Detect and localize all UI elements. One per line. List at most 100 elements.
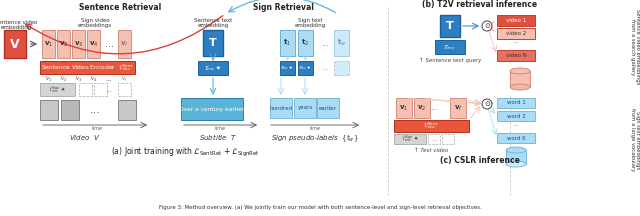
Text: hundred: hundred bbox=[269, 105, 292, 111]
Text: Sentence text
embedding: Sentence text embedding bbox=[194, 17, 232, 28]
Bar bbox=[198, 61, 228, 75]
Text: Sign Retrieval: Sign Retrieval bbox=[253, 3, 314, 11]
Bar bbox=[298, 30, 313, 56]
Circle shape bbox=[482, 99, 492, 109]
Text: video 1: video 1 bbox=[506, 18, 526, 23]
Bar bbox=[442, 134, 454, 144]
Bar bbox=[118, 83, 131, 96]
Text: years: years bbox=[298, 105, 312, 111]
Text: earlier: earlier bbox=[319, 105, 337, 111]
Text: ↑ Test video: ↑ Test video bbox=[414, 148, 448, 152]
Ellipse shape bbox=[46, 103, 52, 108]
Text: V: V bbox=[10, 38, 20, 51]
Bar bbox=[506, 150, 526, 164]
Text: (a) Joint training with $\mathcal{L}_{\mathrm{SentRet}}$ + $\mathcal{L}_{\mathrm: (a) Joint training with $\mathcal{L}_{\m… bbox=[111, 145, 259, 159]
Text: word 2: word 2 bbox=[507, 113, 525, 119]
Ellipse shape bbox=[510, 84, 530, 90]
Text: ...: ... bbox=[430, 103, 438, 113]
Text: $\mathcal{T}_{enc}$ ✦: $\mathcal{T}_{enc}$ ✦ bbox=[204, 63, 222, 73]
Text: $\mathbf{v}_2$: $\mathbf{v}_2$ bbox=[59, 39, 68, 49]
Circle shape bbox=[482, 21, 492, 31]
Bar bbox=[203, 30, 223, 56]
Text: ...: ... bbox=[90, 105, 100, 115]
Text: $\mathbf{t}_w$: $\mathbf{t}_w$ bbox=[337, 38, 346, 48]
Bar bbox=[294, 98, 316, 118]
Bar bbox=[40, 83, 75, 96]
Bar bbox=[497, 15, 535, 26]
Bar bbox=[118, 100, 136, 120]
Bar bbox=[40, 100, 58, 120]
Bar bbox=[317, 98, 339, 118]
Ellipse shape bbox=[510, 68, 530, 74]
Bar bbox=[42, 30, 55, 58]
Text: $\mathbf{v}_2$: $\mathbf{v}_2$ bbox=[417, 103, 427, 113]
Bar bbox=[497, 133, 535, 143]
Text: Over a century earlier.: Over a century earlier. bbox=[179, 106, 245, 111]
Bar bbox=[61, 100, 79, 120]
Text: ...: ... bbox=[106, 86, 113, 92]
Bar bbox=[79, 83, 92, 96]
Text: T: T bbox=[446, 21, 454, 31]
Bar bbox=[57, 30, 70, 58]
Bar bbox=[440, 15, 460, 37]
Text: time: time bbox=[310, 126, 321, 131]
Bar bbox=[497, 98, 535, 108]
Bar bbox=[428, 134, 440, 144]
Text: ⊙: ⊙ bbox=[484, 23, 490, 29]
Text: word K: word K bbox=[507, 135, 525, 140]
Text: $\mathbf{v}_3$: $\mathbf{v}_3$ bbox=[74, 39, 83, 49]
Text: $\mathcal{V}^{\mathrm{Sent}}_{enc}$: $\mathcal{V}^{\mathrm{Sent}}_{enc}$ bbox=[423, 121, 439, 131]
Bar bbox=[497, 28, 535, 39]
Bar bbox=[435, 40, 465, 54]
Text: $\hat{v}_1$: $\hat{v}_1$ bbox=[45, 74, 52, 84]
Text: $\mathbf{v}_4$: $\mathbf{v}_4$ bbox=[89, 39, 98, 49]
Bar bbox=[67, 109, 73, 116]
Bar bbox=[510, 71, 530, 87]
Text: T: T bbox=[209, 38, 217, 48]
Text: $\mathbf{v}_f$: $\mathbf{v}_f$ bbox=[120, 39, 129, 49]
Text: ⊙: ⊙ bbox=[484, 101, 490, 107]
Text: $\mathcal{T}_{enc}$: $\mathcal{T}_{enc}$ bbox=[444, 42, 456, 52]
Text: ...: ... bbox=[321, 38, 329, 48]
Text: Sign text
embedding: Sign text embedding bbox=[294, 17, 326, 28]
Text: ↑ Sentence text query: ↑ Sentence text query bbox=[419, 57, 481, 63]
Bar bbox=[4, 30, 26, 58]
Bar bbox=[450, 98, 466, 118]
Text: ...: ... bbox=[431, 136, 438, 142]
Text: $\mathbf{v}_1$: $\mathbf{v}_1$ bbox=[44, 39, 53, 49]
Bar bbox=[40, 61, 135, 74]
Text: word 1: word 1 bbox=[507, 100, 525, 105]
Ellipse shape bbox=[124, 103, 130, 108]
Text: Subtitle  $T$: Subtitle $T$ bbox=[199, 132, 237, 142]
Bar bbox=[334, 30, 349, 56]
Text: (c) CSLR inference: (c) CSLR inference bbox=[440, 156, 520, 165]
Bar bbox=[94, 83, 107, 96]
Bar bbox=[414, 98, 430, 118]
Bar bbox=[118, 30, 131, 58]
Bar bbox=[270, 98, 292, 118]
Text: video 2: video 2 bbox=[506, 31, 526, 36]
Bar bbox=[87, 30, 100, 58]
Text: $\hat{v}_2$: $\hat{v}_2$ bbox=[60, 74, 67, 84]
Text: video N: video N bbox=[506, 53, 527, 58]
Text: time: time bbox=[214, 126, 225, 131]
Text: Sentence Video Encoder  $\mathcal{V}^{\mathrm{Sent}}_{enc}$: Sentence Video Encoder $\mathcal{V}^{\ma… bbox=[41, 62, 133, 73]
Text: ...: ... bbox=[513, 38, 520, 44]
Bar bbox=[298, 61, 313, 75]
Bar bbox=[396, 98, 412, 118]
Text: ...: ... bbox=[513, 121, 520, 127]
Ellipse shape bbox=[67, 103, 73, 108]
Text: Sentence video embeddings
from a search gallery: Sentence video embeddings from a search … bbox=[630, 9, 640, 85]
Text: $\mathbf{t}_2$: $\mathbf{t}_2$ bbox=[301, 38, 310, 48]
Text: Figure 3: Method overview. (a) We jointly train our model with both sentence-lev: Figure 3: Method overview. (a) We jointl… bbox=[159, 205, 481, 211]
Bar bbox=[72, 30, 85, 58]
Text: $\mathbf{v}_1$: $\mathbf{v}_1$ bbox=[399, 103, 408, 113]
Text: $\mathcal{V}^{\mathrm{Sign}}_{enc}$ ✦: $\mathcal{V}^{\mathrm{Sign}}_{enc}$ ✦ bbox=[48, 84, 66, 95]
Ellipse shape bbox=[506, 147, 526, 153]
Bar bbox=[334, 61, 349, 75]
Text: $\hat{v}_4$: $\hat{v}_4$ bbox=[90, 74, 97, 84]
Text: $\mathcal{T}_{enc}$ ✦: $\mathcal{T}_{enc}$ ✦ bbox=[280, 64, 294, 72]
Text: Sign text embeddings
from a large vocabulary: Sign text embeddings from a large vocabu… bbox=[630, 108, 640, 172]
Text: $\mathcal{V}^{\mathrm{Sign}}_{enc}$ ✦: $\mathcal{V}^{\mathrm{Sign}}_{enc}$ ✦ bbox=[401, 134, 419, 145]
Text: (b) T2V retrieval inference: (b) T2V retrieval inference bbox=[422, 0, 538, 10]
